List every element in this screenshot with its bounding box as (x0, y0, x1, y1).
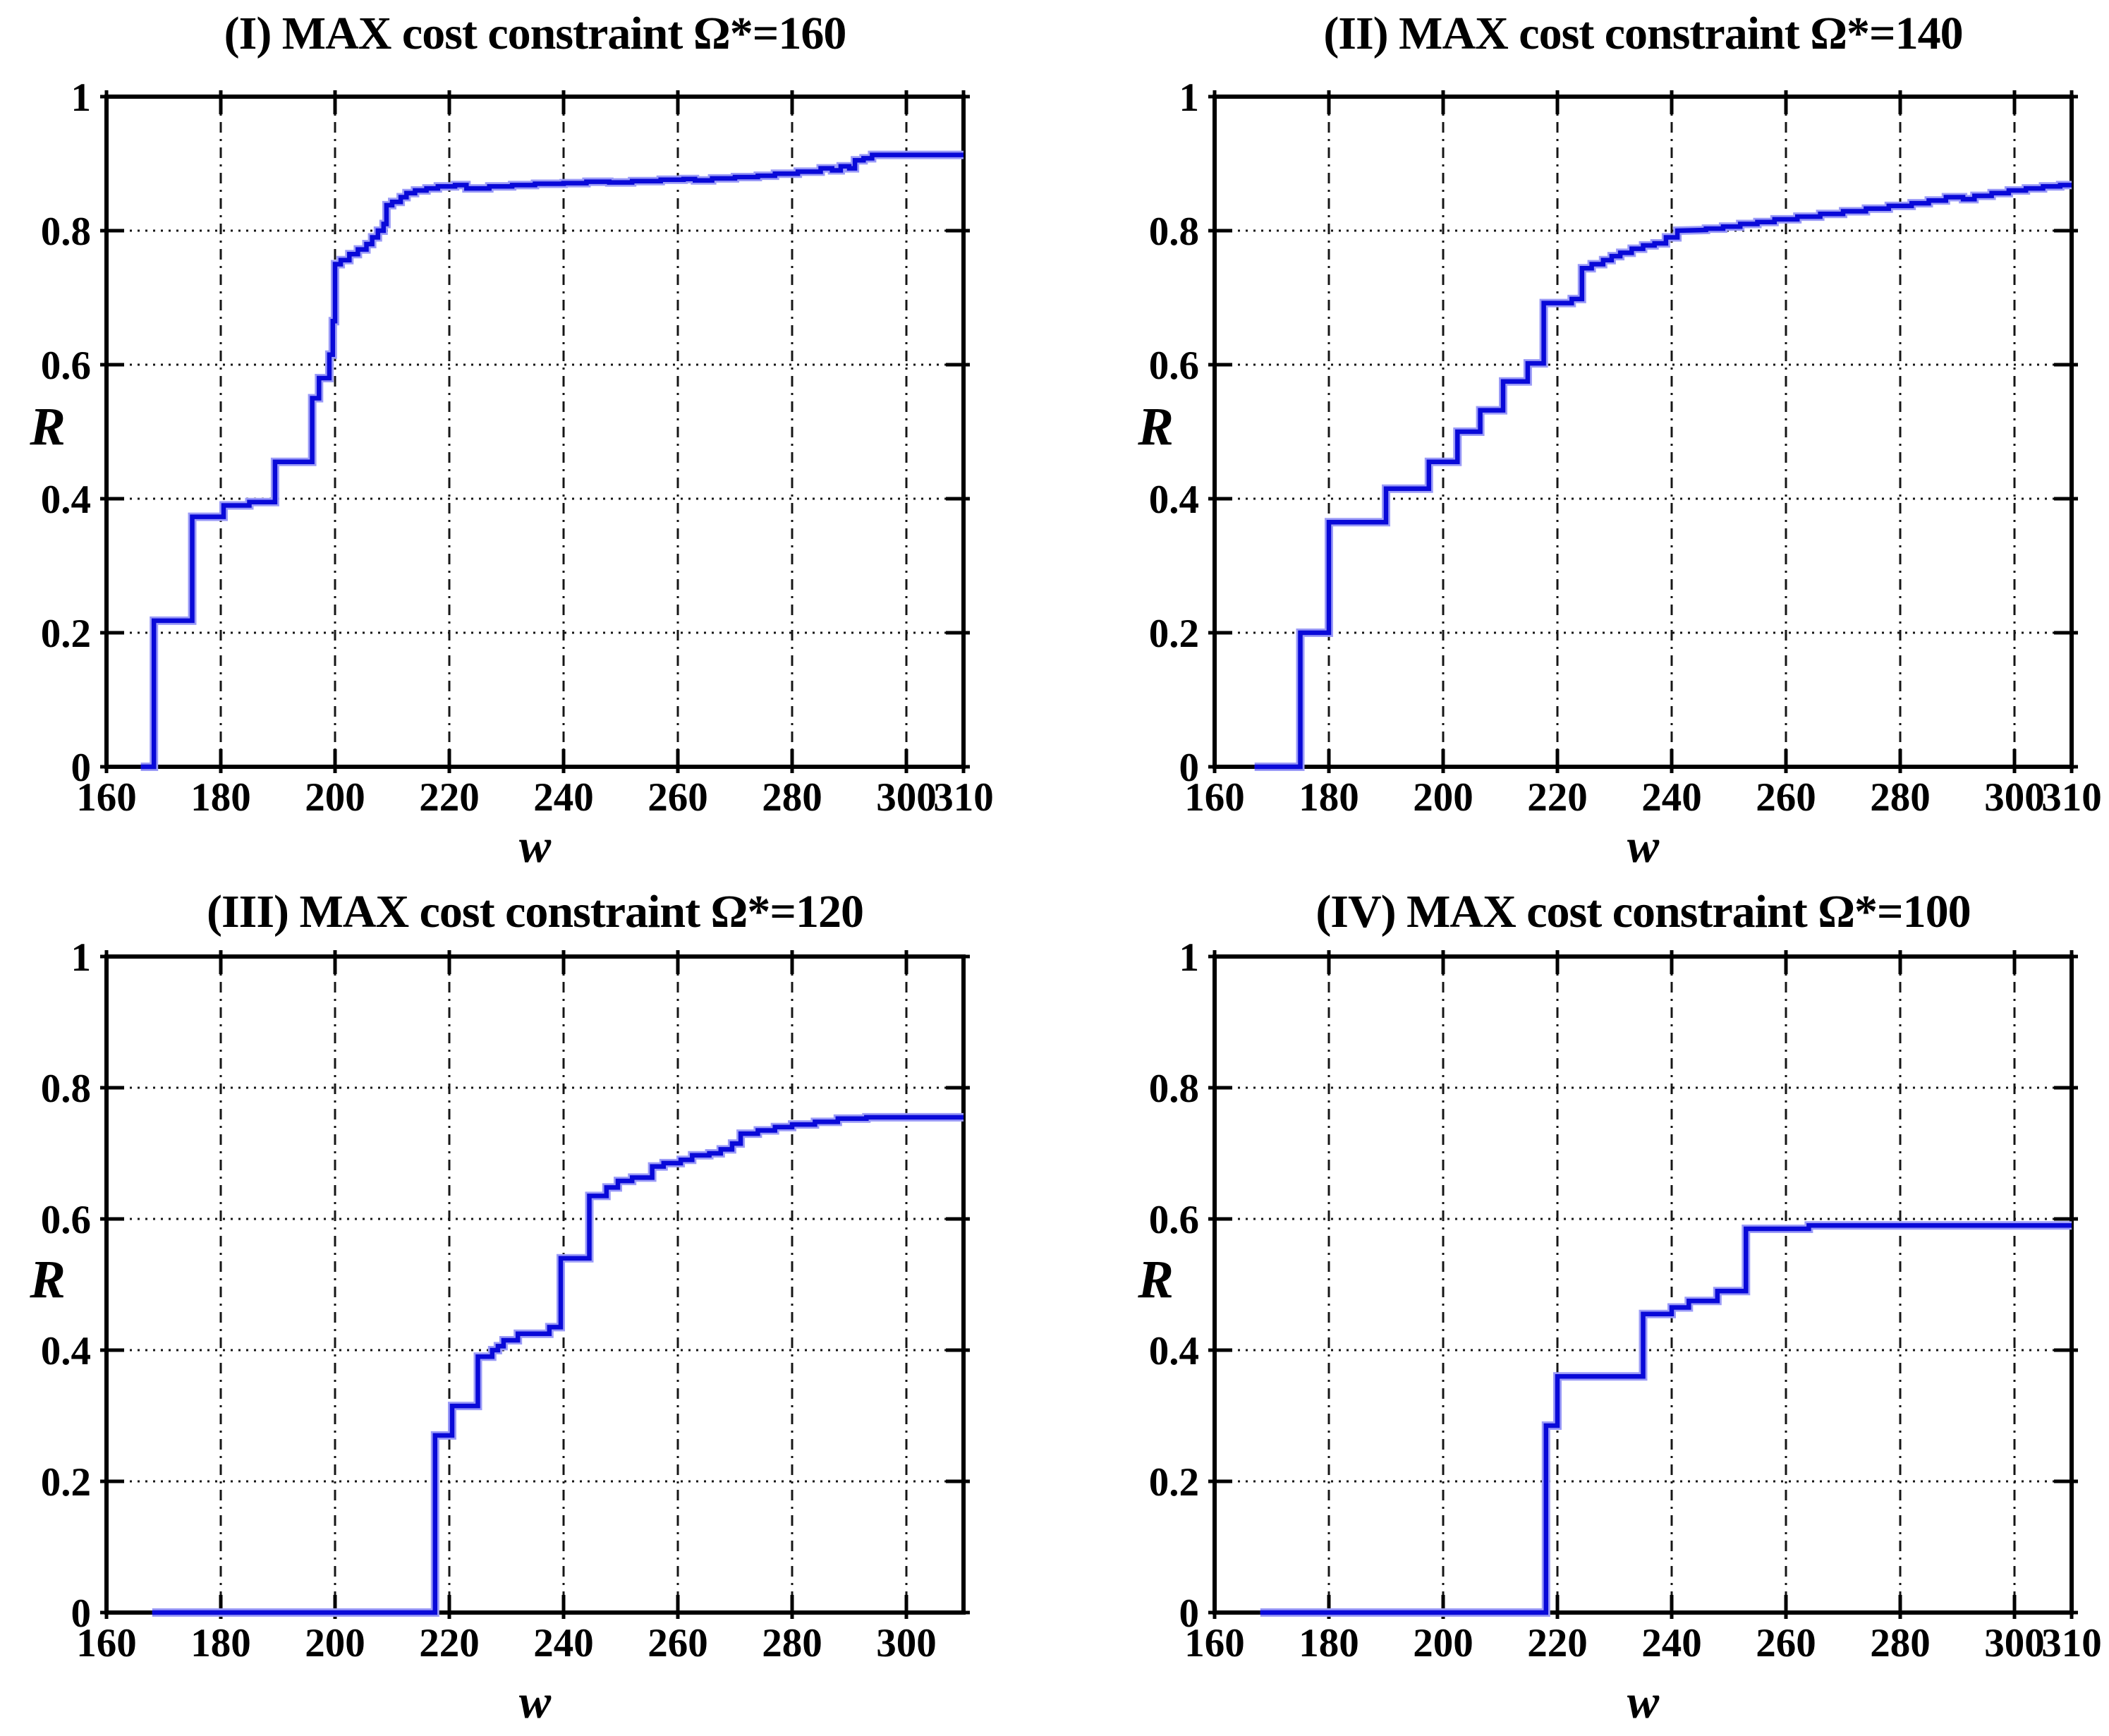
subplot-IV: 160 180 200 220 240 260 280 300 310 0 0.2 0.4 0.6 0.8… (1054, 868, 2109, 1736)
x-axis-label: w (1627, 1675, 1660, 1728)
x-tick-label: 300 (876, 1621, 937, 1665)
x-tick-label: 280 (1870, 1621, 1931, 1665)
x-tick-label: 280 (1870, 775, 1931, 820)
x-tick-label: 260 (1756, 775, 1816, 820)
x-tick-label: 280 (762, 1621, 822, 1665)
y-tick-label: 0 (1179, 746, 1200, 790)
y-tick-label: 0.6 (1149, 344, 1199, 388)
x-tick-label: 160 (1184, 1621, 1245, 1665)
subplot-I: 160 180 200 220 240 260 280 300 310 0 0.2 0.4 0.6 0.8… (0, 0, 1054, 873)
x-tick-label: 200 (305, 1621, 365, 1665)
y-tick-label: 0.4 (1149, 478, 1199, 522)
x-tick-label: 220 (1527, 1621, 1588, 1665)
x-tick-label: 200 (1413, 775, 1473, 820)
axis-box (1212, 954, 2074, 1615)
x-tick-label: 240 (533, 1621, 594, 1665)
curve-halo (152, 1112, 964, 1617)
x-tick-label: 310 (2041, 775, 2102, 820)
y-tick-label: 0.4 (41, 478, 91, 522)
y-tick-label: 0.6 (41, 1198, 91, 1242)
y-tick-label: 0.2 (41, 1460, 91, 1505)
y-tick-label: 0.6 (41, 344, 91, 388)
y-tick-label: 0.8 (41, 1067, 91, 1111)
y-tick-label: 0.8 (41, 210, 91, 254)
curve (140, 152, 964, 770)
y-tick-label: 0.8 (1149, 210, 1199, 254)
x-axis-label: w (1627, 819, 1660, 873)
subplot-II: 160 180 200 220 240 260 280 300 310 0 0.2 0.4 0.6 0.8… (1054, 0, 2109, 873)
axis-box (104, 95, 966, 769)
subplot-title: (III) MAX cost constraint Ω*=120 (206, 886, 864, 937)
x-axis-label: w (518, 1675, 552, 1728)
x-tick-label: 300 (1984, 1621, 2045, 1665)
axis-box (1212, 95, 2074, 769)
subplot-title: (II) MAX cost constraint Ω*=140 (1323, 8, 1963, 59)
y-axis-label: R (30, 397, 66, 456)
x-tick-label: 240 (1641, 1621, 1702, 1665)
y-tick-label: 0.4 (41, 1329, 91, 1373)
x-tick-label: 220 (419, 775, 480, 820)
x-tick-label: 200 (305, 775, 365, 820)
x-tick-label: 180 (1299, 1621, 1359, 1665)
x-tick-label: 180 (1299, 775, 1359, 820)
y-axis-label: R (1138, 1250, 1174, 1309)
curve-halo (140, 150, 964, 771)
x-tick-label: 280 (762, 775, 822, 820)
y-tick-label: 1 (1179, 935, 1200, 980)
x-axis-label: w (518, 819, 552, 873)
x-tick-label: 160 (76, 775, 137, 820)
subplot-title: (I) MAX cost constraint Ω*=160 (224, 8, 847, 59)
x-tick-label: 260 (1756, 1621, 1816, 1665)
y-tick-label: 0.6 (1149, 1198, 1199, 1242)
x-tick-label: 310 (2041, 1621, 2102, 1665)
y-tick-label: 1 (71, 935, 92, 980)
x-tick-label: 180 (190, 1621, 251, 1665)
curve-halo (1260, 1221, 2072, 1617)
subplot-title: (IV) MAX cost constraint Ω*=100 (1315, 886, 1971, 937)
y-tick-label: 0.2 (1149, 1460, 1199, 1505)
x-tick-label: 300 (1984, 775, 2045, 820)
plot-area-III: 160 180 200 220 240 260 280 300 0 0.2 0.4 0.6 0.8 1 (41, 935, 970, 1665)
x-tick-label: 180 (190, 775, 251, 820)
y-tick-label: 0.2 (1149, 612, 1199, 656)
y-tick-label: 0.8 (1149, 1067, 1199, 1111)
x-tick-label: 160 (1184, 775, 1245, 820)
subplot-III: 160 180 200 220 240 260 280 300 0 0.2 0.4 0.6 0.8 1 (… (0, 868, 1054, 1736)
x-tick-label: 220 (1527, 775, 1588, 820)
x-tick-label: 240 (533, 775, 594, 820)
y-tick-label: 0 (71, 746, 92, 790)
y-axis-label: R (30, 1250, 66, 1309)
y-tick-label: 0 (1179, 1591, 1200, 1636)
x-tick-label: 240 (1641, 775, 1702, 820)
x-tick-label: 260 (648, 1621, 708, 1665)
curve (1254, 183, 2072, 770)
curve (152, 1115, 964, 1615)
x-tick-label: 260 (648, 775, 708, 820)
x-tick-label: 310 (933, 775, 994, 820)
y-tick-label: 0.4 (1149, 1329, 1199, 1373)
y-tick-label: 0.2 (41, 612, 91, 656)
y-tick-label: 1 (71, 75, 92, 120)
x-tick-label: 160 (76, 1621, 137, 1665)
y-tick-label: 1 (1179, 75, 1200, 120)
y-tick-label: 0 (71, 1591, 92, 1636)
curve (1260, 1223, 2072, 1615)
y-axis-label: R (1138, 397, 1174, 456)
curve-halo (1254, 181, 2072, 771)
axis-box (104, 954, 966, 1615)
x-tick-label: 220 (419, 1621, 480, 1665)
x-tick-label: 300 (876, 775, 937, 820)
x-tick-label: 200 (1413, 1621, 1473, 1665)
